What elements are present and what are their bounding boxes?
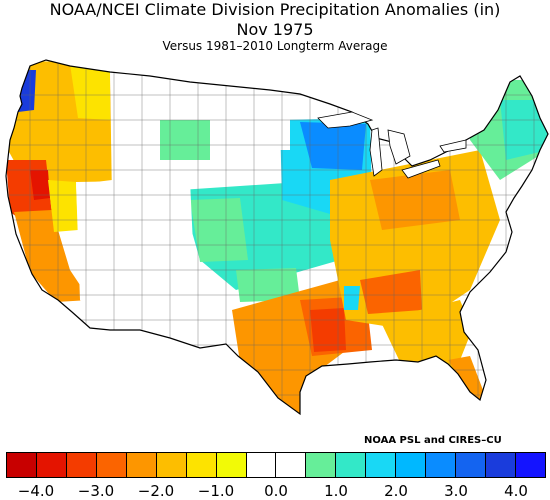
color-legend-ticks: −4.0 −3.0 −2.0 −1.0 0.0 1.0 2.0 3.0 4.0 <box>0 482 550 500</box>
lake-erie <box>401 159 441 179</box>
mississippi-region <box>310 308 346 352</box>
legend-swatch <box>246 453 277 477</box>
legend-swatch <box>456 453 486 477</box>
legend-swatch <box>426 453 457 477</box>
lake-michigan <box>369 127 383 177</box>
great-basin-region <box>76 180 196 330</box>
new-england-region <box>500 100 548 160</box>
legend-swatch <box>36 453 67 477</box>
us-climate-division-map <box>5 59 549 415</box>
credit-label: NOAA PSL and CIRES–CU <box>364 435 502 446</box>
legend-swatch <box>366 453 397 477</box>
legend-swatch <box>336 453 367 477</box>
legend-swatch <box>96 453 127 477</box>
florida-region <box>448 356 486 402</box>
c-california-region <box>14 210 90 302</box>
colorado-green-region <box>190 198 248 262</box>
oklahoma-green-region <box>236 268 300 302</box>
pnw-inland-region <box>70 64 110 120</box>
legend-tick-label: 0.0 <box>264 482 288 500</box>
legend-tick-label: −3.0 <box>77 482 115 500</box>
montana-green-region <box>150 120 210 160</box>
legend-swatch <box>486 453 516 477</box>
legend-tick-label: 4.0 <box>504 482 528 500</box>
lake-superior <box>317 111 374 129</box>
legend-tick-label: −2.0 <box>137 482 175 500</box>
color-legend-bar <box>6 452 546 478</box>
nevada-region <box>48 180 78 232</box>
legend-swatch <box>515 453 545 477</box>
legend-swatch <box>276 453 307 477</box>
legend-tick-label: 1.0 <box>324 482 348 500</box>
legend-tick-label: 3.0 <box>444 482 468 500</box>
legend-swatch <box>216 453 247 477</box>
legend-swatch <box>126 453 157 477</box>
legend-swatch <box>186 453 217 477</box>
legend-swatch <box>396 453 427 477</box>
precipitation-anomaly-fills <box>6 60 548 414</box>
northern-rockies-region <box>110 70 160 200</box>
map-title: NOAA/NCEI Climate Division Precipitation… <box>49 0 501 19</box>
division-boundaries <box>6 60 548 414</box>
lake-ontario <box>439 139 467 153</box>
ohio-valley-region <box>370 170 460 230</box>
map-subtitle: Versus 1981–2010 Longterm Average <box>162 39 388 53</box>
ne-california-region <box>30 170 50 200</box>
legend-swatch <box>306 453 337 477</box>
legend-swatch <box>7 453 37 477</box>
dakotas-region <box>210 84 290 150</box>
legend-tick-label: −4.0 <box>17 482 55 500</box>
legend-swatch <box>156 453 187 477</box>
map-period: Nov 1975 <box>236 20 314 39</box>
legend-tick-label: −1.0 <box>197 482 235 500</box>
legend-swatch <box>66 453 97 477</box>
legend-tick-label: 2.0 <box>384 482 408 500</box>
minnesota-region <box>300 122 366 170</box>
mississippi-river-region <box>344 286 360 310</box>
tennessee-region <box>360 270 422 314</box>
lake-huron <box>387 129 411 165</box>
